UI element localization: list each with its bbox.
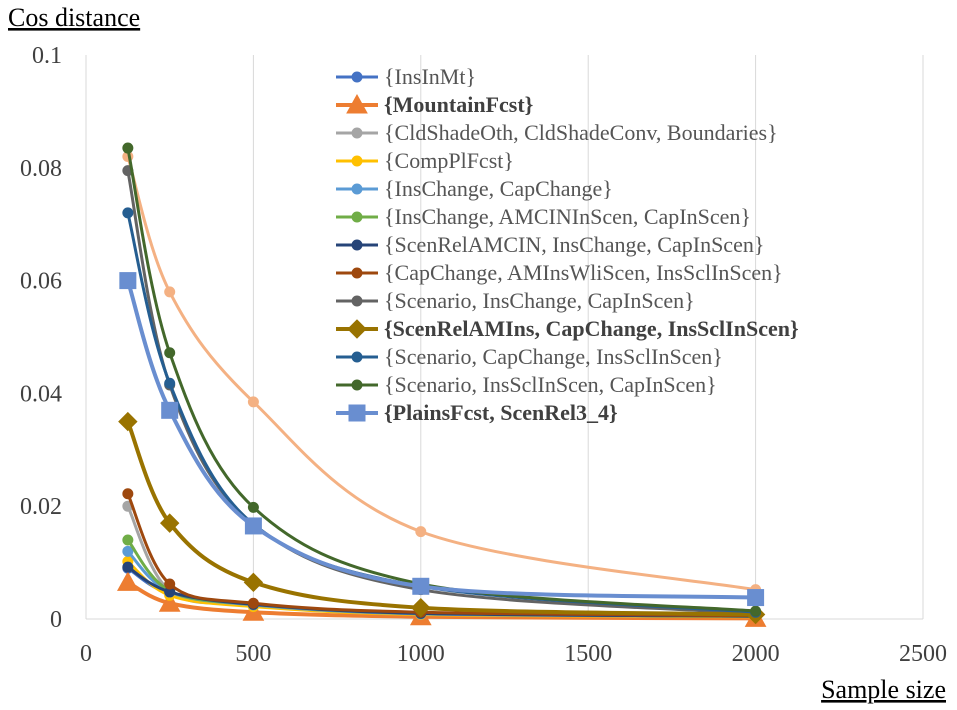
- legend-entry: {Scenario, InsSclInScen, CapInScen}: [336, 372, 717, 397]
- series-layer: [117, 142, 767, 627]
- data-point: [412, 577, 430, 595]
- y-axis-title: Cos distance: [8, 3, 140, 32]
- x-axis-title: Sample size: [821, 675, 946, 704]
- legend-label: {InsChange, CapChange}: [384, 176, 613, 201]
- data-point: [247, 597, 259, 609]
- y-tick-label: 0.04: [20, 381, 62, 407]
- legend-entry: {CompPlFcst}: [336, 148, 514, 173]
- legend-label: {PlainsFcst, ScenRel3_4}: [384, 400, 618, 425]
- data-point: [244, 517, 262, 535]
- data-point: [750, 605, 762, 617]
- legend-swatch-marker: [351, 351, 363, 363]
- legend-label: {CapChange, AMInsWliScen, InsSclInScen}: [384, 260, 783, 285]
- legend-label: {MountainFcst}: [384, 92, 533, 117]
- data-point: [119, 272, 137, 290]
- legend-entry: {MountainFcst}: [336, 92, 533, 117]
- legend-label: {InsChange, AMCINInScen, CapInScen}: [384, 204, 751, 229]
- legend: {InsInMt} {MountainFcst} {CldShadeOth, Cld…: [336, 64, 799, 425]
- data-point: [122, 488, 134, 500]
- x-tick-label: 1500: [564, 641, 612, 667]
- legend-swatch-marker: [351, 127, 363, 139]
- legend-entry: {InsChange, AMCINInScen, CapInScen}: [336, 204, 751, 229]
- x-tick-label: 2500: [899, 641, 947, 667]
- legend-swatch-marker: [351, 183, 363, 195]
- legend-label: {InsInMt}: [384, 64, 476, 89]
- data-point: [161, 401, 179, 419]
- legend-label: {Scenario, CapChange, InsSclInScen}: [384, 344, 723, 369]
- data-point: [411, 598, 431, 618]
- x-tick-label: 1000: [397, 641, 445, 667]
- legend-entry: {PlainsFcst, ScenRel3_4}: [336, 400, 618, 425]
- legend-swatch-marker: [351, 379, 363, 391]
- data-point: [247, 396, 259, 408]
- legend-entry: {InsChange, CapChange}: [336, 176, 613, 201]
- y-tick-label: 0.08: [20, 156, 62, 182]
- data-point: [122, 207, 134, 219]
- data-point: [117, 571, 139, 591]
- data-point: [118, 411, 138, 432]
- series-line: [126, 147, 756, 613]
- legend-entry: {Scenario, CapChange, InsSclInScen}: [336, 344, 723, 369]
- legend-entry: {Scenario, InsChange, CapInScen}: [336, 288, 695, 313]
- x-tick-label: 0: [80, 641, 92, 667]
- legend-swatch-marker: [347, 319, 367, 339]
- data-point: [122, 534, 134, 546]
- legend-label: {ScenRelAMCIN, InsChange, CapInScen}: [384, 232, 764, 257]
- data-point: [164, 347, 176, 359]
- legend-swatch-marker: [351, 155, 363, 167]
- series-11: [122, 142, 762, 617]
- series-7: [122, 488, 762, 622]
- legend-swatch-marker: [346, 93, 368, 114]
- data-point: [159, 513, 180, 533]
- data-point: [747, 589, 765, 607]
- legend-entry: {CldShadeOth, CldShadeConv, Boundaries}: [336, 120, 778, 145]
- data-point: [122, 142, 134, 154]
- legend-label: {Scenario, InsSclInScen, CapInScen}: [384, 372, 717, 397]
- legend-swatch-marker: [348, 404, 366, 422]
- legend-swatch-marker: [351, 71, 363, 83]
- legend-label: {ScenRelAMIns, CapChange, InsSclInScen}: [384, 316, 799, 341]
- tick-labels: 0 500 1000 1500 2000 2500 0 0.02 0.04 0.06 0.08 0.1: [20, 43, 947, 667]
- legend-label: {CldShadeOth, CldShadeConv, Boundaries}: [384, 120, 778, 145]
- series-line: [125, 420, 756, 617]
- data-point: [243, 572, 264, 593]
- series-1: [117, 571, 767, 627]
- series-line: [126, 156, 756, 592]
- data-point: [164, 286, 176, 298]
- x-tick-label: 2000: [732, 641, 780, 667]
- legend-swatch-marker: [351, 239, 363, 251]
- y-tick-label: 0.02: [20, 494, 62, 520]
- y-tick-label: 0.1: [32, 43, 62, 69]
- legend-label: {Scenario, InsChange, CapInScen}: [384, 288, 695, 313]
- series-9: [118, 411, 766, 625]
- data-point: [247, 501, 259, 513]
- legend-entry: {ScenRelAMIns, CapChange, InsSclInScen}: [336, 316, 799, 341]
- y-tick-label: 0.06: [20, 269, 62, 295]
- legend-entry: {CapChange, AMInsWliScen, InsSclInScen}: [336, 260, 783, 285]
- data-point: [164, 578, 176, 590]
- legend-swatch-marker: [351, 211, 363, 223]
- legend-entry: {ScenRelAMCIN, InsChange, CapInScen}: [336, 232, 764, 257]
- legend-swatch-marker: [351, 267, 363, 279]
- y-tick-label: 0: [50, 607, 62, 633]
- data-point: [415, 526, 427, 538]
- data-point: [122, 545, 134, 557]
- series-line: [125, 279, 756, 600]
- data-point: [158, 592, 181, 612]
- data-point: [164, 377, 176, 389]
- x-tick-label: 500: [235, 641, 271, 667]
- legend-entry: {InsInMt}: [336, 64, 476, 89]
- legend-label: {CompPlFcst}: [384, 148, 514, 173]
- series-12: [119, 272, 765, 607]
- data-point: [122, 561, 134, 573]
- legend-swatch-marker: [351, 295, 363, 307]
